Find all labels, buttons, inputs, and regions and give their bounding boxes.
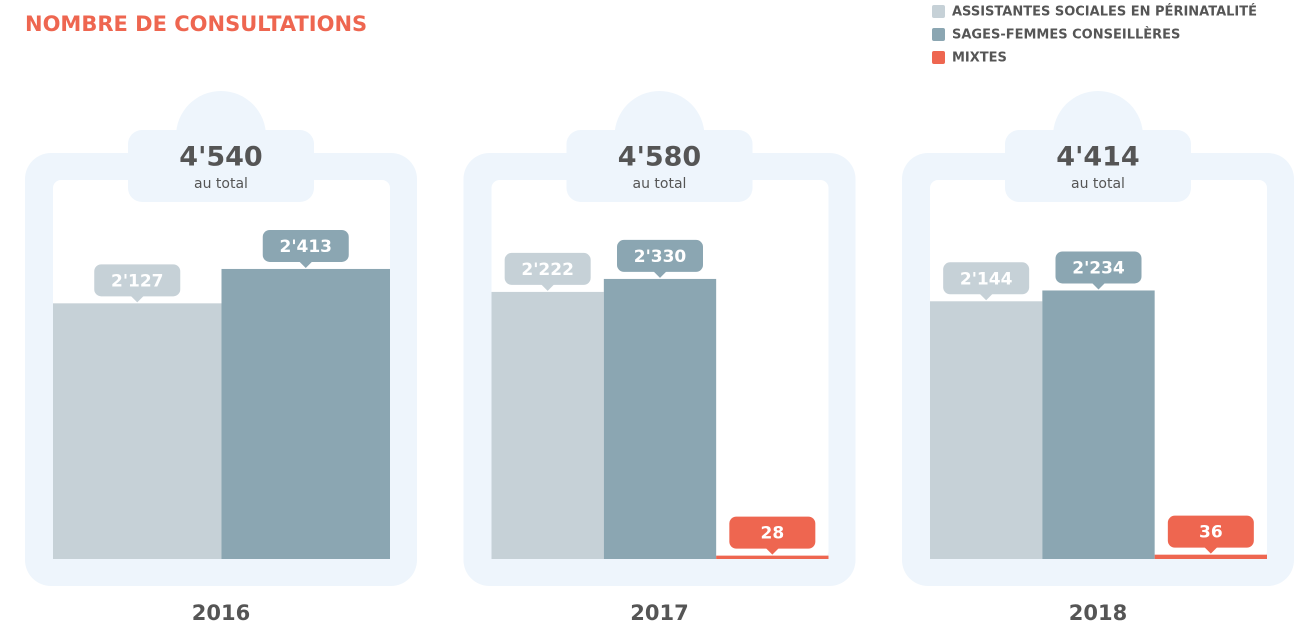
bar: [716, 555, 829, 559]
legend-swatch: [932, 51, 945, 64]
year-label: 2017: [630, 601, 688, 625]
value-bubble: [943, 262, 1030, 295]
value-label: 2'234: [1072, 258, 1125, 278]
year-label: 2018: [1069, 601, 1127, 625]
bar: [603, 278, 717, 559]
value-bubble: [504, 252, 591, 285]
value-label: 2'127: [111, 271, 164, 291]
total-value: 4'540: [179, 142, 262, 173]
value-bubble: [262, 229, 349, 262]
legend-swatch: [932, 5, 945, 18]
value-pointer: [979, 293, 994, 301]
tab: [566, 130, 753, 202]
bar: [1042, 290, 1155, 559]
value-bubble: [94, 264, 181, 297]
value-pointer: [765, 547, 780, 555]
value-label: 2'222: [521, 260, 574, 280]
value-pointer: [540, 283, 555, 291]
tab: [1005, 130, 1191, 202]
value-label: 2'330: [634, 247, 687, 267]
value-label: 2'413: [279, 237, 332, 257]
legend-swatch: [932, 28, 945, 41]
total-caption: au total: [1071, 176, 1125, 192]
year-label: 2016: [192, 601, 250, 625]
value-label: 36: [1199, 523, 1223, 543]
bar: [1154, 554, 1267, 559]
total-value: 4'414: [1056, 142, 1139, 173]
total-value: 4'580: [618, 142, 701, 173]
bar: [930, 301, 1043, 559]
value-bubble: [1167, 515, 1254, 548]
value-label: 2'144: [960, 269, 1013, 289]
legend-label: SAGES-FEMMES CONSEILLÈRES: [952, 27, 1180, 43]
value-pointer: [1203, 546, 1218, 554]
value-bubble: [617, 239, 703, 272]
value-pointer: [130, 295, 145, 303]
bar: [53, 303, 222, 559]
total-caption: au total: [633, 176, 687, 192]
tab: [128, 130, 314, 202]
value-pointer: [653, 270, 667, 278]
value-label: 28: [760, 524, 784, 544]
total-caption: au total: [194, 176, 248, 192]
legend-label: ASSISTANTES SOCIALES EN PÉRINATALITÉ: [952, 4, 1257, 20]
bar: [221, 268, 390, 559]
value-bubble: [1055, 251, 1142, 284]
legend-label: MIXTES: [952, 51, 1007, 66]
value-pointer: [1091, 282, 1106, 290]
value-bubble: [729, 516, 816, 549]
bar: [491, 291, 604, 559]
value-pointer: [298, 260, 313, 268]
chart-title: NOMBRE DE CONSULTATIONS: [25, 12, 367, 36]
